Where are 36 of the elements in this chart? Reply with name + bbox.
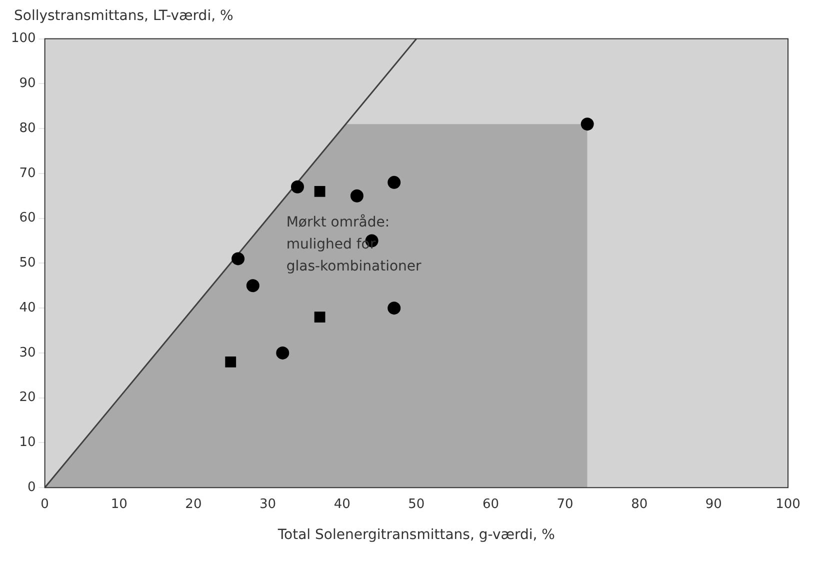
x-tick-label: 10 <box>110 496 128 512</box>
y-tick-label: 100 <box>10 31 36 46</box>
x-tick-label: 40 <box>334 496 350 512</box>
point <box>580 118 594 131</box>
x-tick-label: 70 <box>556 496 574 512</box>
x-tick-label: 60 <box>482 496 499 512</box>
x-tick-label: 20 <box>185 496 202 512</box>
y-tick-label: 60 <box>19 210 36 226</box>
point <box>232 252 245 266</box>
y-tick-label: 50 <box>19 256 36 271</box>
x-tick-label: 30 <box>259 496 276 512</box>
point <box>314 186 326 197</box>
point <box>246 279 260 292</box>
point <box>314 312 326 323</box>
y-tick-label: 40 <box>19 300 36 316</box>
x-axis-title: Total Solenergitransmittans, g-værdi, % <box>276 527 555 544</box>
y-tick-label: 80 <box>19 120 36 136</box>
y-tick-label: 70 <box>19 166 36 181</box>
x-tick-label: 80 <box>631 496 648 512</box>
y-tick-label: 90 <box>19 76 36 92</box>
point <box>290 180 304 194</box>
x-tick-label: 0 <box>40 496 49 512</box>
point <box>350 189 364 202</box>
y-tick-label: 0 <box>28 480 36 495</box>
x-tick-label: 90 <box>705 496 722 512</box>
y-axis-title: Sollystransmittans, LT-værdi, % <box>14 8 234 24</box>
x-tick-label: 50 <box>408 496 425 512</box>
y-tick-label: 10 <box>19 435 36 450</box>
point <box>276 346 290 360</box>
annotation: Mørkt område: mulighed for glas-kombinationer <box>286 213 422 274</box>
x-tick-label: 100 <box>776 496 800 512</box>
y-tick-label: 20 <box>19 390 36 406</box>
point <box>388 302 401 315</box>
y-tick-label: 30 <box>19 345 36 360</box>
point <box>225 356 236 368</box>
point <box>388 176 401 189</box>
